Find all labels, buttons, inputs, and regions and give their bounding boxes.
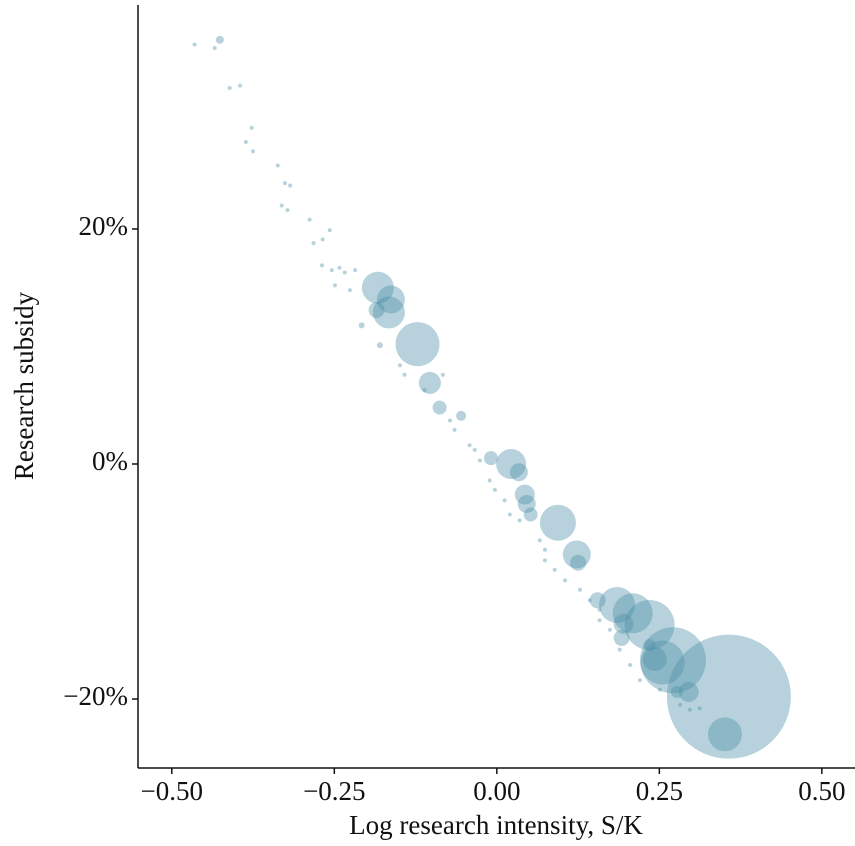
bubble [227,85,232,90]
bubble [539,504,576,541]
bubble [570,554,587,571]
bubble [215,35,224,44]
bubble [492,487,497,492]
bubble [467,443,472,448]
bubble [697,706,702,711]
bubble [509,463,528,482]
bubble [607,627,612,632]
x-tick-label: 0.00 [473,776,520,806]
bubble [537,538,542,543]
bubble [353,268,358,273]
bubble [361,271,394,304]
bubble [542,547,547,552]
bubble [279,203,284,208]
x-tick-label: 0.50 [798,776,845,806]
y-tick-label: 20% [79,211,129,241]
bubble [599,587,636,624]
bubble [311,241,316,246]
y-tick-label: 0% [92,446,128,476]
bubble [243,140,248,145]
x-tick-label: 0.25 [636,776,683,806]
bubble [376,342,383,349]
x-axis-title: Log research intensity, S/K [349,810,643,840]
bubble [496,448,527,479]
bubble [342,270,347,275]
bubble [678,702,683,707]
bubble [589,592,606,609]
bubble [282,181,287,186]
bubble [440,372,445,377]
bubble [687,707,692,712]
bubble [249,125,254,130]
bubble [319,263,324,268]
bubble [597,607,602,612]
bubble [368,302,385,319]
bubble [587,598,592,603]
bubble [307,217,312,222]
bubble [483,451,498,466]
bubble [707,717,742,752]
bubble [358,322,365,329]
bubble [666,634,791,759]
bubble [452,427,457,432]
bubble [347,288,352,293]
bubble [395,322,440,367]
bubble [192,42,197,47]
bubble [639,627,706,694]
bubble [376,285,405,314]
bubble [212,46,217,51]
bubble [472,447,477,452]
bubble [562,540,591,569]
bubble [285,208,290,213]
bubble [613,613,634,634]
bubble [329,268,334,273]
bubble [487,478,492,483]
bubble [657,687,662,692]
bubble [502,498,507,503]
bubble [448,418,453,423]
bubble [613,629,630,646]
bubble [643,638,656,651]
bubble [418,371,441,394]
bubble [422,387,427,392]
bubble [617,647,622,652]
bubble [517,518,522,523]
bubble [628,662,633,667]
bubble [477,458,482,463]
bubble [456,410,467,421]
bubble [238,83,243,88]
bubble [637,678,642,683]
bubble [372,296,405,329]
bubble [523,507,538,522]
x-tick-label: −0.25 [303,776,365,806]
bubble [642,647,667,672]
bubble [640,640,685,685]
x-tick-label: −0.50 [141,776,203,806]
bubble [332,283,337,288]
bubble [327,228,332,233]
bubble [432,400,447,415]
bubble [514,484,535,505]
bubble [670,685,683,698]
bubble [612,593,653,634]
y-axis-title: Research subsidy [9,291,39,480]
bubble [563,578,568,583]
bubble [288,183,293,188]
y-tick-label: −20% [63,681,128,711]
bubble [275,163,280,168]
bubble [542,558,547,563]
bubble [552,567,557,572]
bubble [251,149,256,154]
bubble [624,599,675,650]
bubble [320,237,325,242]
bubble [597,618,602,623]
bubble [397,363,402,368]
bubble [337,265,342,270]
bubble [402,372,407,377]
bubble [678,681,699,702]
bubble [517,494,536,513]
bubble [578,587,583,592]
bubble [507,512,512,517]
